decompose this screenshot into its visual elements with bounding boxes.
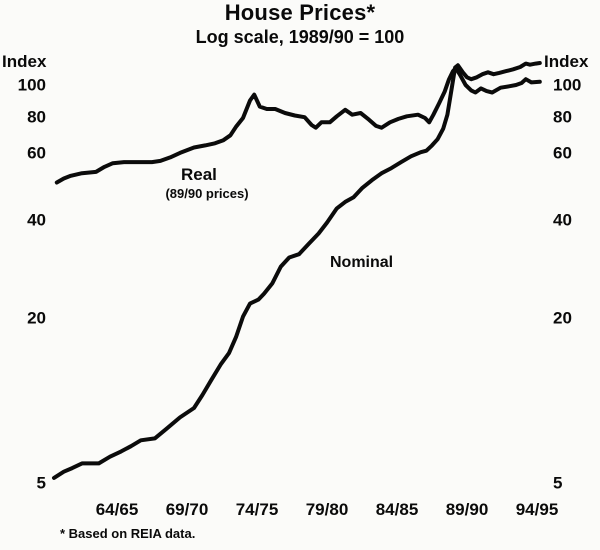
nominal-line — [52, 61, 542, 480]
x-tick-89-90: 89/90 — [445, 500, 489, 519]
nominal-series-label: Nominal — [330, 254, 394, 271]
x-tick-84-85: 84/85 — [375, 500, 419, 519]
y-tick-right-100: 100 — [553, 75, 582, 95]
chart-title: House Prices* — [224, 0, 376, 25]
y-tick-left-5: 5 — [36, 473, 46, 493]
x-tick-74-75: 74/75 — [235, 500, 279, 519]
y-tick-left-100: 100 — [17, 75, 46, 95]
y-axis-left: 100 80 60 40 20 5 — [0, 0, 48, 550]
y-tick-right-40: 40 — [553, 210, 572, 230]
y-axis-right: 100 80 60 40 20 5 — [553, 0, 600, 550]
y-axis-caption-right: Index — [544, 52, 589, 71]
real-series-label: Real — [181, 165, 217, 184]
chart-subtitle: Log scale, 1989/90 = 100 — [195, 27, 405, 47]
footnote: * Based on REIA data. — [60, 526, 196, 541]
y-tick-left-20: 20 — [27, 308, 46, 328]
y-tick-right-80: 80 — [553, 107, 572, 127]
y-axis-caption-left: Index — [2, 52, 47, 71]
y-tick-left-40: 40 — [27, 210, 46, 230]
y-tick-right-20: 20 — [553, 308, 572, 328]
x-tick-69-70: 69/70 — [165, 500, 209, 519]
y-tick-left-80: 80 — [27, 107, 46, 127]
x-tick-79-80: 79/80 — [305, 500, 349, 519]
x-tick-64-65: 64/65 — [95, 500, 139, 519]
x-tick-94-95: 94/95 — [515, 500, 559, 519]
y-tick-right-5: 5 — [553, 473, 563, 493]
y-tick-right-60: 60 — [553, 143, 572, 163]
y-tick-left-60: 60 — [27, 143, 46, 163]
real-line — [54, 66, 542, 185]
real-series-sublabel: (89/90 prices) — [165, 186, 249, 201]
